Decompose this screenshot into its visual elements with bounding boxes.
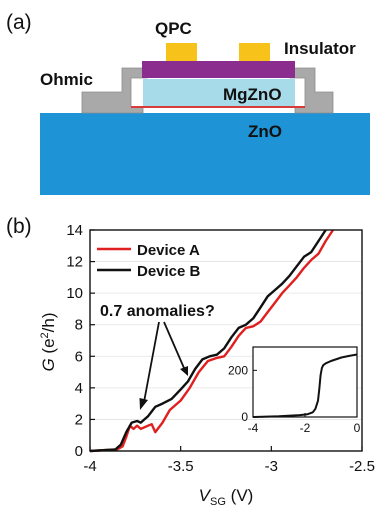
- y-tick-label: 14: [66, 222, 83, 239]
- inset-x-tick-label: 0: [354, 421, 361, 435]
- inset-x-tick-label: -4: [248, 421, 259, 435]
- qpc-label: QPC: [155, 19, 192, 38]
- legend: Device A Device B: [97, 242, 201, 280]
- panel-b-label: (b): [6, 215, 32, 238]
- insulator-label: Insulator: [284, 39, 356, 58]
- ohmic-label: Ohmic: [40, 70, 93, 89]
- qpc-gate-right: [239, 43, 270, 61]
- inset-y-tick-label: 200: [228, 363, 248, 377]
- x-axis-title: VSG (V): [199, 486, 254, 508]
- y-axis-title: G (e2/h): [39, 312, 58, 371]
- main-plot-lines: [89, 229, 334, 453]
- x-tick-label: -4: [83, 458, 96, 475]
- main-plot-frame: [89, 229, 363, 452]
- panel-b: (b) 0 2 4 6 8 10 12 14 -4 -3.5 -3 -2.5 G (e2/h) VSG…: [6, 215, 375, 508]
- mgzno-label: MgZnO: [223, 85, 282, 104]
- annotation-arrow-right: [163, 321, 185, 369]
- y-tick-label: 2: [75, 411, 83, 428]
- insulator-layer: [142, 61, 295, 78]
- anomaly-annotation: 0.7 anomalies?: [100, 303, 215, 320]
- y-tick-label: 0: [75, 443, 83, 460]
- y-tick-label: 4: [75, 380, 83, 397]
- annotation-arrow-left: [143, 321, 160, 403]
- x-tick-label: -3: [265, 458, 278, 475]
- series-line-device-a: [89, 229, 334, 453]
- panel-a-label: (a): [6, 11, 32, 34]
- qpc-gate-left: [166, 43, 197, 61]
- y-tick-label: 12: [66, 254, 83, 271]
- annotation-arrowhead-left: [139, 398, 148, 410]
- inset-series-line: [252, 353, 358, 418]
- zno-label: ZnO: [248, 122, 282, 141]
- legend-label-device-a: Device A: [137, 242, 200, 259]
- x-tick-label: -3.5: [168, 458, 194, 475]
- annotation-arrowhead-right: [180, 366, 188, 376]
- y-tick-label: 6: [75, 348, 83, 365]
- zno-substrate: [40, 113, 370, 195]
- inset-x-tick-label: -2: [300, 421, 311, 435]
- main-plot-grid: [90, 229, 362, 452]
- panel-a: (a) QPC Insulator Ohmic MgZnO ZnO: [6, 11, 370, 195]
- y-tick-label: 8: [75, 317, 83, 334]
- y-tick-label: 10: [66, 285, 83, 302]
- x-tick-label: -2.5: [349, 458, 375, 475]
- inset-lines: [252, 353, 358, 418]
- interface-layer: [131, 106, 305, 108]
- legend-label-device-b: Device B: [137, 263, 201, 280]
- main-plot-ticks: 0 2 4 6 8 10 12 14 -4 -3.5 -3 -2.5: [66, 222, 375, 475]
- series-line-device-b: [89, 229, 327, 453]
- inset-y-tick-label: 0: [241, 410, 248, 424]
- mgzno-layer: [143, 79, 295, 107]
